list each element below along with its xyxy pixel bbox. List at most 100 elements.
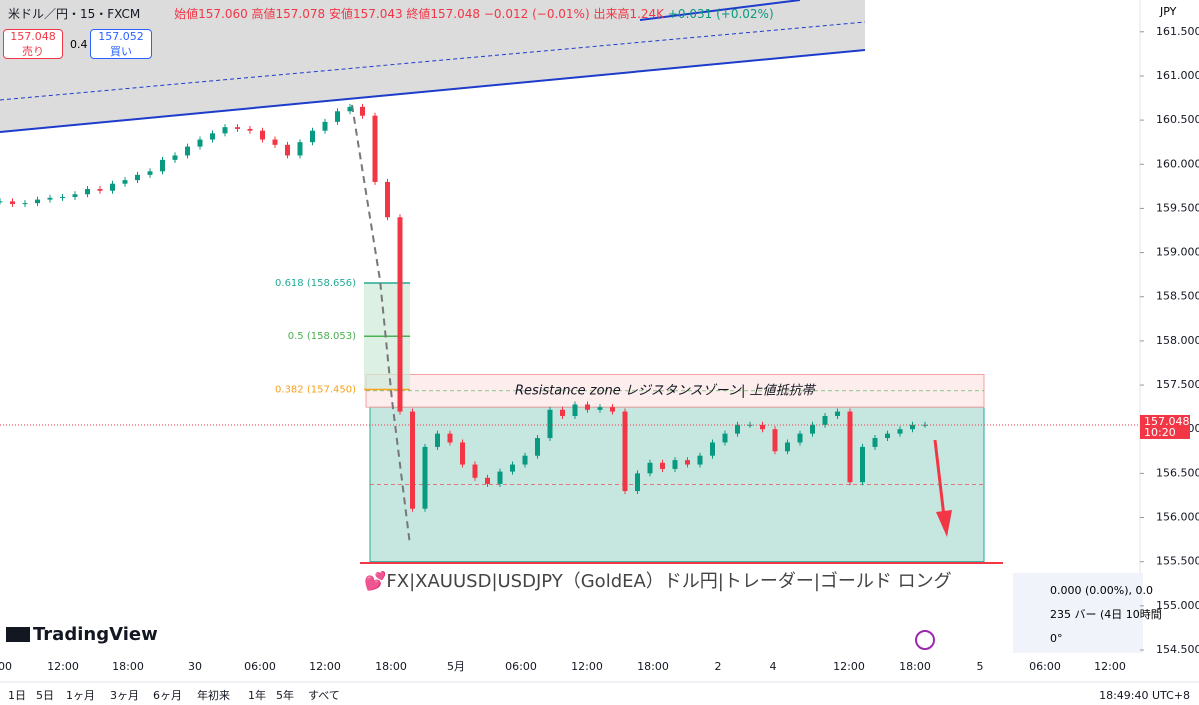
candle bbox=[597, 407, 603, 410]
candles bbox=[0, 103, 928, 512]
candle bbox=[397, 217, 403, 412]
channel bbox=[0, 0, 865, 132]
measure: 235 バー (4日 10時間 bbox=[1050, 608, 1162, 621]
candle bbox=[510, 464, 515, 472]
candle bbox=[347, 106, 353, 112]
buy-button[interactable]: 157.052 買い bbox=[90, 29, 152, 59]
y-tick-label: 159.000 bbox=[1156, 246, 1199, 259]
candle bbox=[247, 128, 253, 131]
candle bbox=[10, 201, 15, 205]
candle bbox=[472, 464, 478, 478]
y-tick-label: 160.500 bbox=[1156, 113, 1199, 126]
candle bbox=[897, 429, 903, 434]
range[interactable]: 6ヶ月 bbox=[153, 689, 182, 702]
range[interactable]: 5年 bbox=[276, 688, 294, 702]
y-tick-label: 157.500 bbox=[1156, 378, 1199, 391]
channel-line bbox=[0, 49, 866, 133]
candle bbox=[422, 446, 428, 509]
candle bbox=[360, 106, 365, 116]
y-tick-label: 158.500 bbox=[1156, 290, 1199, 303]
spread: 0.4 bbox=[70, 38, 88, 51]
x-label: 18:00 bbox=[637, 660, 669, 673]
fib-label: 0.5 (158.053) bbox=[288, 331, 356, 342]
x-label: 18:00 bbox=[375, 660, 407, 673]
candle bbox=[685, 460, 690, 465]
range[interactable]: 1年 bbox=[248, 688, 266, 702]
buy-price: 157.052 bbox=[98, 30, 144, 43]
candle bbox=[185, 146, 190, 156]
measure-box bbox=[1013, 573, 1143, 653]
x-label: 30 bbox=[188, 660, 202, 673]
y-tick-label: 154.500 bbox=[1156, 643, 1199, 656]
header: 米ドル／円・15・FXCM 始値157.060 高値157.078 安値157.… bbox=[8, 5, 774, 22]
candle bbox=[447, 433, 453, 443]
y-tick-label: 155.000 bbox=[1156, 599, 1199, 612]
candle bbox=[872, 438, 878, 447]
candle bbox=[285, 144, 290, 156]
candle bbox=[722, 433, 728, 443]
range[interactable]: 1日 bbox=[8, 689, 26, 702]
range[interactable]: 年初来 bbox=[197, 688, 230, 702]
symbol: 米ドル／円・15・FXCM bbox=[8, 7, 141, 21]
y-tick-label: 155.500 bbox=[1156, 555, 1199, 568]
y-tick-label: 161.500 bbox=[1156, 25, 1199, 38]
candle bbox=[110, 183, 115, 191]
resistance-label: Resistance zone レジスタンスゾーン| 上値抵抗帯 bbox=[515, 382, 817, 398]
range[interactable]: 1ヶ月 bbox=[66, 689, 95, 702]
candle bbox=[622, 411, 628, 492]
candle bbox=[810, 424, 815, 434]
last-price-tag bbox=[1140, 414, 1190, 439]
candle bbox=[635, 473, 640, 492]
time-axis: 00 12:00 18:00 30 06:00 12:00 18:00 5月 0… bbox=[0, 660, 1126, 673]
candle bbox=[197, 139, 203, 147]
range[interactable]: 3ヶ月 bbox=[110, 689, 139, 702]
candle bbox=[272, 139, 278, 145]
candle bbox=[0, 201, 3, 203]
x-label: 12:00 bbox=[309, 660, 341, 673]
candle bbox=[610, 407, 615, 412]
candle bbox=[822, 415, 828, 425]
currency: JPY bbox=[1159, 5, 1177, 18]
candle bbox=[410, 411, 415, 509]
icon bbox=[915, 630, 935, 650]
candle bbox=[122, 180, 128, 184]
x-label: 06:00 bbox=[1029, 660, 1061, 673]
candle bbox=[485, 477, 490, 484]
volume-change: +0.031 (+0.02%) bbox=[667, 7, 774, 21]
candle bbox=[522, 455, 528, 465]
x-label: 06:00 bbox=[244, 660, 276, 673]
x-label: 06:00 bbox=[505, 660, 537, 673]
x-label: 2 bbox=[715, 660, 722, 673]
candle bbox=[672, 460, 678, 469]
candle bbox=[647, 462, 653, 474]
range[interactable]: 5日 bbox=[36, 689, 54, 702]
logo-icon bbox=[6, 627, 30, 642]
candle bbox=[235, 127, 240, 129]
x-label: 12:00 bbox=[571, 660, 603, 673]
sell-button[interactable]: 157.048 売り bbox=[3, 29, 63, 59]
logo: TradingView bbox=[33, 624, 158, 645]
fib-label: 0.382 (157.450) bbox=[275, 384, 356, 395]
y-tick-label: 161.000 bbox=[1156, 69, 1199, 82]
candle bbox=[560, 409, 565, 416]
candle bbox=[585, 404, 590, 410]
y-tick-label: 158.000 bbox=[1156, 334, 1199, 347]
candle bbox=[435, 433, 440, 447]
sell-price: 157.048 bbox=[10, 30, 56, 43]
x-label: 12:00 bbox=[833, 660, 865, 673]
range[interactable]: すべて bbox=[308, 689, 340, 702]
candle bbox=[335, 111, 340, 122]
measure: 0.000 (0.00%), 0.0 bbox=[1050, 584, 1153, 597]
candle bbox=[22, 203, 28, 205]
x-label: 12:00 bbox=[1094, 660, 1126, 673]
x-label: 00 bbox=[0, 660, 12, 673]
toolbar: 1日 5日 1ヶ月 3ヶ月 6ヶ月 年初来 1年 5年 すべて 18:49:40… bbox=[8, 688, 1190, 702]
candle bbox=[910, 424, 915, 430]
candle bbox=[497, 471, 503, 484]
sell-label: 売り bbox=[22, 45, 44, 58]
y-tick-label: 156.500 bbox=[1156, 466, 1199, 479]
banner: 💕FX|XAUUSD|USDJPY（GoldEA）ドル円|トレーダー|ゴールド … bbox=[364, 570, 952, 592]
candle bbox=[60, 196, 65, 198]
candle bbox=[35, 199, 40, 204]
